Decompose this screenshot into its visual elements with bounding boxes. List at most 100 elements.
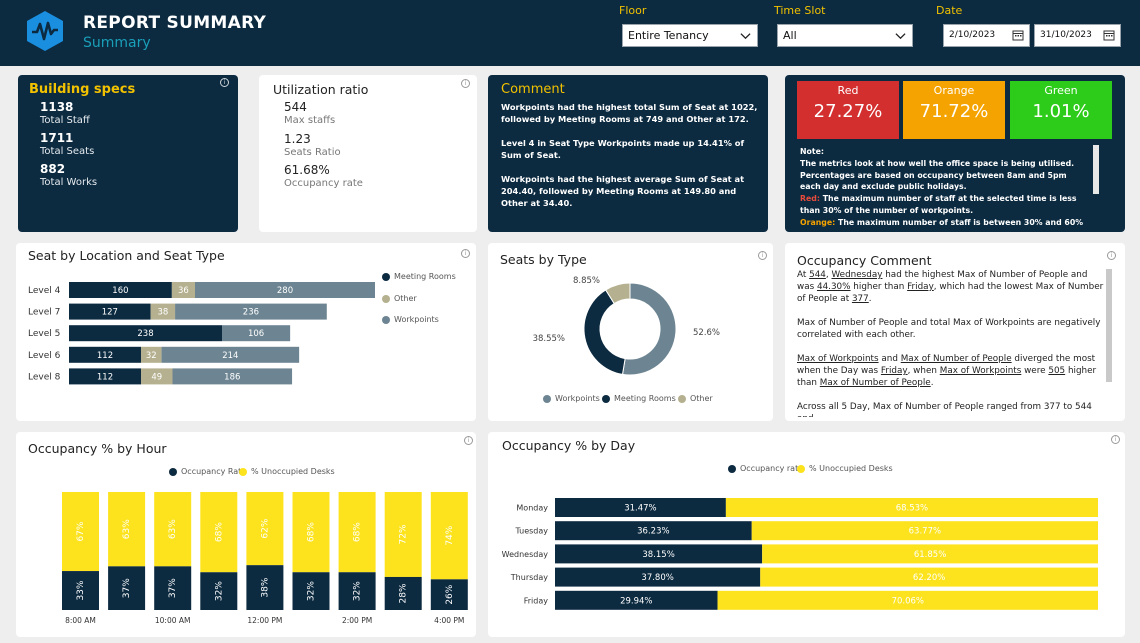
linked-value[interactable]: Max of Workpoints	[797, 354, 879, 364]
date-to-value: 31/10/2023	[1040, 30, 1092, 40]
data-label: 32	[146, 351, 157, 361]
category-label: Level 6	[28, 351, 61, 361]
chevron-down-icon	[895, 33, 906, 40]
legend-item[interactable]: Other	[382, 294, 417, 303]
info-icon[interactable]: i	[461, 79, 470, 88]
bar-segment	[384, 492, 422, 577]
data-label: 74%	[445, 525, 455, 545]
building-specs-card: Building specs i 1138 Total Staff 1711 T…	[18, 75, 238, 232]
pie-slice	[583, 289, 626, 375]
data-label: 62.20%	[913, 573, 945, 583]
comment-title: Comment	[501, 82, 565, 97]
bar-segment	[222, 325, 291, 342]
data-label: 214	[222, 351, 238, 361]
info-icon[interactable]: i	[758, 251, 767, 260]
info-icon[interactable]: i	[1107, 251, 1116, 260]
date-to-input[interactable]: 31/10/2023	[1034, 24, 1121, 47]
legend-label: Occupancy Rate	[181, 467, 247, 476]
floor-dropdown[interactable]: Entire Tenancy	[622, 24, 758, 47]
red-status-value: 27.27%	[813, 101, 883, 122]
legend-label: Other	[690, 394, 713, 403]
legend-item[interactable]: Occupancy Rate	[169, 467, 246, 476]
linked-value[interactable]: Friday	[880, 366, 908, 376]
info-icon[interactable]: i	[461, 249, 470, 258]
bar-segment	[555, 498, 726, 517]
note-line: Red: The maximum number of staff at the …	[800, 193, 1088, 217]
data-label: 236	[243, 308, 259, 318]
data-label: 61.85%	[914, 550, 946, 560]
legend-dot	[382, 315, 390, 324]
legend-item[interactable]: Meeting Rooms	[602, 394, 676, 403]
linked-value[interactable]: Friday	[907, 282, 934, 292]
data-label: 67%	[76, 521, 86, 541]
chevron-down-icon	[740, 33, 751, 40]
seats-type-chart: 52.6% 38.55% 8.85%	[533, 276, 720, 376]
bar-segment	[292, 572, 330, 610]
data-label: 32%	[353, 581, 363, 601]
legend-item[interactable]: Other	[678, 394, 713, 403]
text: diverged the most when the Day was	[797, 354, 1096, 376]
linked-value[interactable]: Max of Number of People	[900, 354, 1012, 364]
data-label: 33%	[76, 580, 86, 600]
data-label: 38	[157, 308, 168, 318]
text: At	[797, 270, 810, 280]
legend-item[interactable]: % Unoccupied Desks	[797, 464, 893, 473]
legend-dot	[382, 272, 390, 281]
data-label: 63%	[168, 519, 178, 539]
data-label: 31.47%	[624, 504, 656, 514]
bar-segment	[725, 498, 1098, 517]
occupancy-comment-card: Occupancy Comment i At 544, Wednesday ha…	[785, 243, 1125, 421]
comment-scrollbar[interactable]	[1106, 269, 1112, 382]
category-label: Monday	[516, 504, 548, 513]
bar-segment	[246, 565, 284, 610]
timeslot-dropdown[interactable]: All	[777, 24, 913, 47]
info-icon[interactable]: i	[1111, 435, 1120, 444]
info-icon[interactable]: i	[220, 78, 229, 87]
data-label: 68%	[353, 522, 363, 542]
bar-segment	[292, 492, 330, 573]
linked-value[interactable]: 544	[809, 270, 826, 280]
pie-slice	[605, 282, 631, 305]
bar-segment	[760, 567, 1098, 587]
info-icon[interactable]: i	[464, 436, 473, 445]
comment-card: Comment Workpoints had the highest total…	[488, 75, 768, 232]
data-label: 280	[277, 286, 293, 296]
bar-segment	[555, 521, 752, 541]
data-label: 38%	[260, 577, 270, 597]
category-label: Level 8	[28, 372, 61, 382]
legend-dot	[382, 294, 390, 303]
legend-item[interactable]: Meeting Rooms	[382, 272, 456, 281]
seats-ratio-value: 1.23	[284, 132, 311, 146]
total-staff-value: 1138	[40, 100, 74, 114]
comment-paragraph: Workpoints had the highest total Sum of …	[501, 102, 758, 124]
linked-value[interactable]: Wednesday	[831, 270, 883, 280]
legend-item[interactable]: Occupancy rate	[728, 464, 803, 473]
bar-segment	[108, 492, 146, 567]
data-label: 28%	[399, 583, 409, 603]
category-label: Level 5	[28, 329, 60, 339]
data-label: 26%	[445, 584, 455, 604]
occupancy-comment-text: At 544, Wednesday had the highest Max of…	[797, 269, 1105, 417]
legend-item[interactable]: Workpoints	[543, 394, 600, 403]
legend-label: Occupancy rate	[740, 464, 804, 473]
data-label: 72%	[399, 524, 409, 544]
text: , which had the lowest Max of Number of …	[797, 282, 1104, 304]
linked-value[interactable]: Max of Number of People	[819, 378, 931, 388]
linked-value[interactable]: 377	[851, 294, 869, 304]
date-from-input[interactable]: 2/10/2023	[943, 24, 1030, 47]
comment-paragraph: At 544, Wednesday had the highest Max of…	[797, 269, 1105, 305]
linked-value[interactable]: Max of Workpoints	[939, 366, 1022, 376]
data-label: 62%	[260, 518, 270, 538]
data-label: 36.23%	[637, 527, 669, 537]
comment-paragraph: Workpoints had the highest average Sum o…	[501, 174, 745, 208]
occupancy-comment-title: Occupancy Comment	[797, 253, 932, 268]
legend-item[interactable]: Workpoints	[382, 315, 439, 324]
legend-dot	[678, 394, 686, 403]
linked-value[interactable]: 505	[1048, 366, 1066, 376]
note-scrollbar[interactable]	[1093, 145, 1099, 194]
bar-segment	[108, 566, 146, 610]
bar-segment	[717, 590, 1098, 610]
legend-item[interactable]: % Unoccupied Desks	[239, 467, 335, 476]
green-status-tile: Green 1.01%	[1010, 81, 1112, 139]
linked-value[interactable]: 44.30%	[816, 282, 851, 292]
